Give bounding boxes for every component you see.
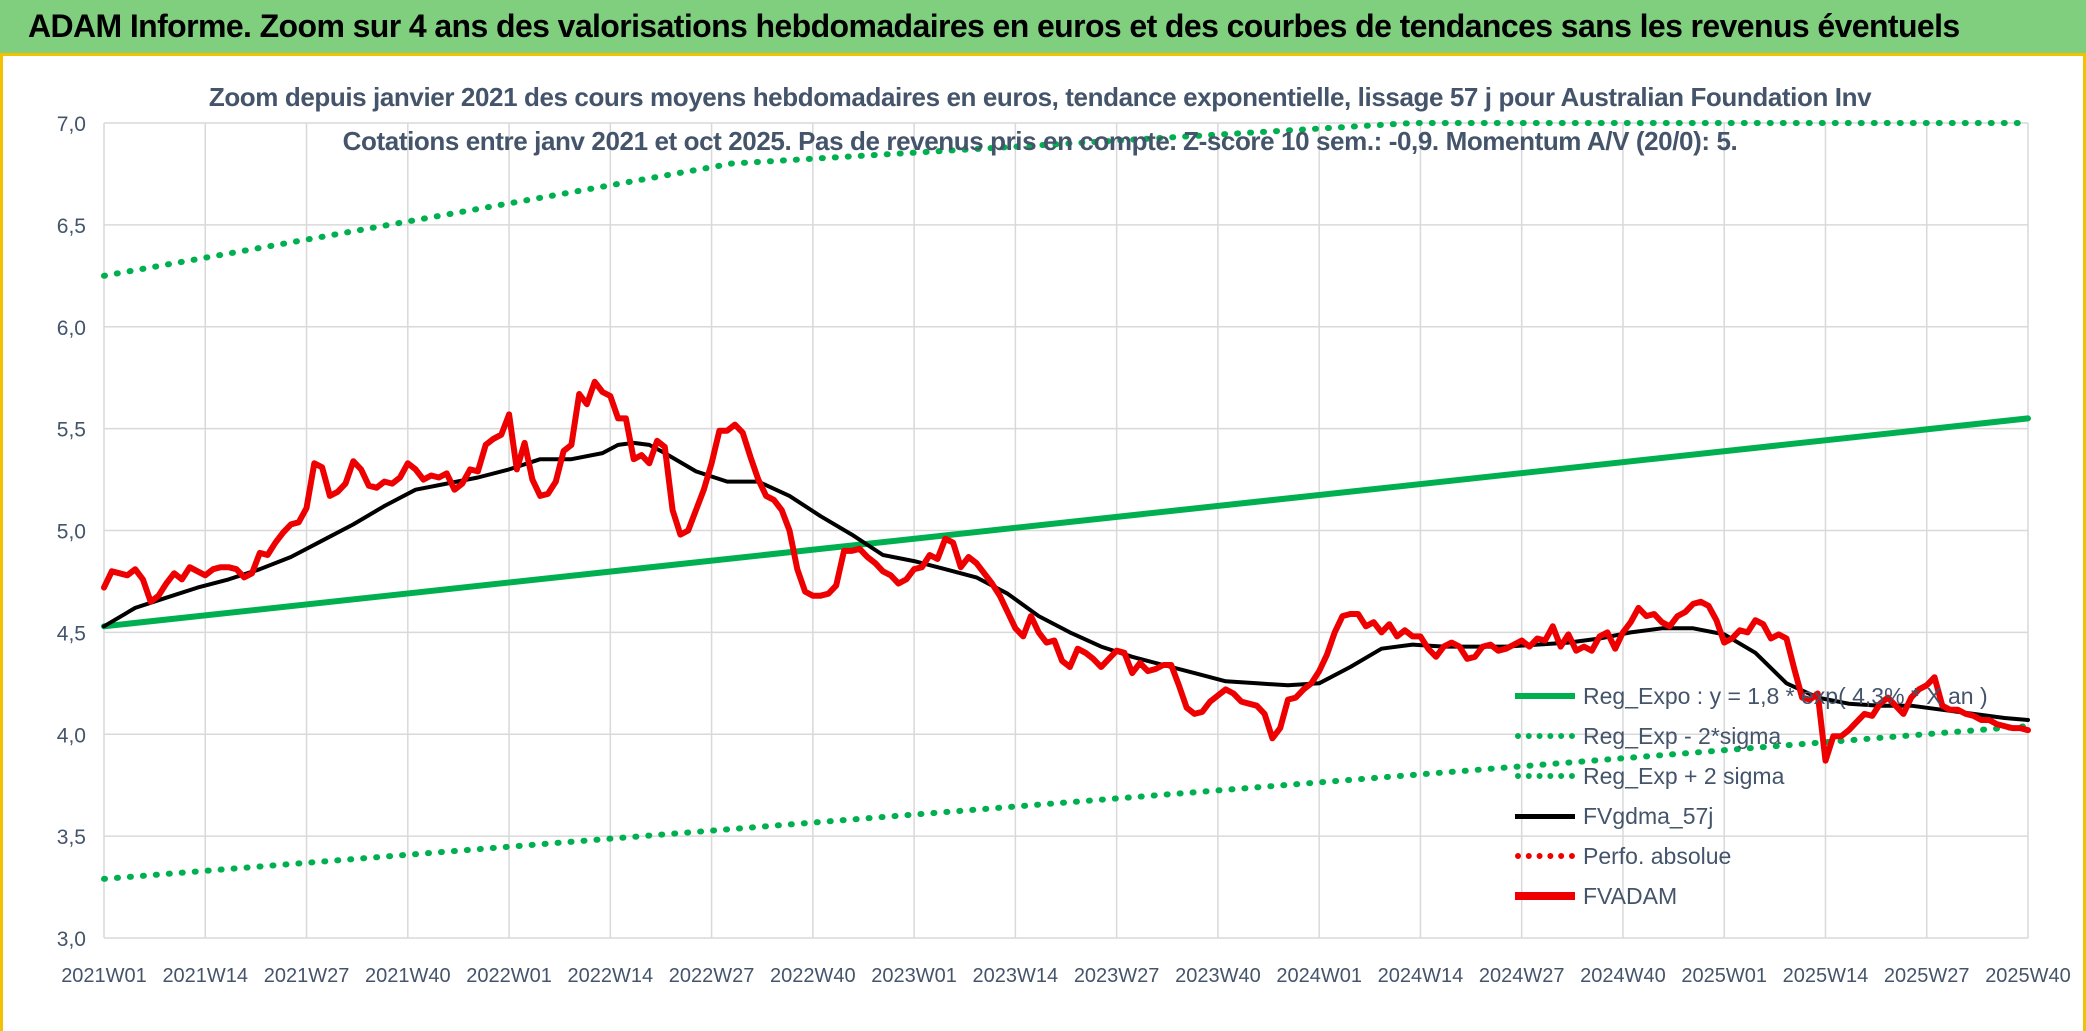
chart-legend: Reg_Expo : y = 1,8 * exp( 4,3% * X an ) R… — [1515, 676, 1988, 916]
x-tick-label: 2024W01 — [1276, 965, 1362, 987]
y-tick-label: 4,5 — [57, 622, 86, 645]
x-axis-tick-labels: 2021W01 2021W14 2021W27 2021W40 2022W01 2022W… — [61, 965, 2071, 987]
legend-swatch — [1515, 813, 1575, 819]
x-tick-label: 2023W40 — [1175, 965, 1261, 987]
legend-swatch — [1515, 693, 1575, 699]
x-tick-label: 2023W27 — [1074, 965, 1160, 987]
chart-subtitle: Cotations entre janv 2021 et oct 2025. P… — [342, 126, 1738, 156]
x-tick-label: 2022W01 — [466, 965, 552, 987]
y-tick-label: 3,5 — [57, 826, 86, 849]
y-tick-label: 4,0 — [57, 724, 86, 747]
legend-item: Reg_Expo : y = 1,8 * exp( 4,3% * X an ) — [1515, 676, 1988, 716]
legend-item: Reg_Exp + 2 sigma — [1515, 756, 1988, 796]
series-fvadam — [101, 378, 2031, 764]
y-tick-label: 5,5 — [57, 419, 86, 442]
chart-title: Zoom depuis janvier 2021 des cours moyen… — [208, 82, 1872, 112]
y-tick-label: 7,0 — [57, 113, 86, 136]
x-tick-label: 2025W14 — [1783, 965, 1869, 987]
series-reg-expo-y-1-8-exp-4-3-x-an — [101, 415, 2031, 630]
x-tick-label: 2025W27 — [1884, 965, 1970, 987]
legend-label: Perfo. absolue — [1583, 842, 1732, 869]
page-header-banner: ADAM Informe. Zoom sur 4 ans des valoris… — [0, 0, 2086, 56]
y-tick-label: 5,0 — [57, 521, 86, 544]
y-tick-label: 6,0 — [57, 317, 86, 340]
series-reg-exp-2-sigma — [101, 120, 2031, 279]
y-tick-label: 6,5 — [57, 215, 86, 238]
legend-swatch — [1515, 853, 1575, 859]
legend-label: Reg_Expo : y = 1,8 * exp( 4,3% * X an ) — [1583, 682, 1988, 709]
series-reg-exp-2-sigma — [101, 723, 2031, 882]
legend-swatch — [1515, 773, 1575, 779]
series-lines — [101, 120, 2031, 882]
x-tick-label: 2021W40 — [365, 965, 451, 987]
x-tick-label: 2022W40 — [770, 965, 856, 987]
x-tick-label: 2024W40 — [1580, 965, 1666, 987]
x-tick-label: 2021W14 — [162, 965, 248, 987]
x-tick-label: 2023W14 — [973, 965, 1059, 987]
legend-label: Reg_Exp - 2*sigma — [1583, 722, 1782, 749]
x-tick-label: 2021W27 — [264, 965, 350, 987]
series-fvgdma-57j — [102, 440, 2030, 722]
chart-frame — [0, 56, 2086, 1031]
y-tick-label: 3,0 — [57, 928, 86, 951]
x-tick-label: 2024W27 — [1479, 965, 1565, 987]
y-axis-tick-labels: 3,0 3,5 4,0 4,5 5,0 5,5 6,0 6,5 7,0 — [57, 113, 86, 951]
legend-swatch — [1515, 892, 1575, 900]
x-tick-label: 2022W14 — [568, 965, 654, 987]
x-tick-label: 2025W01 — [1681, 965, 1767, 987]
legend-label: FVgdma_57j — [1583, 802, 1714, 829]
x-tick-label: 2025W40 — [1985, 965, 2071, 987]
x-tick-label: 2021W01 — [61, 965, 147, 987]
legend-item: FVgdma_57j — [1515, 796, 1988, 836]
legend-label: FVADAM — [1583, 882, 1678, 909]
legend-item: Perfo. absolue — [1515, 836, 1988, 876]
legend-label: Reg_Exp + 2 sigma — [1583, 762, 1785, 789]
legend-swatch — [1515, 733, 1575, 739]
x-tick-label: 2023W01 — [871, 965, 957, 987]
grid-lines — [103, 122, 2029, 939]
legend-item: FVADAM — [1515, 876, 1988, 916]
x-tick-label: 2022W27 — [669, 965, 755, 987]
x-tick-label: 2024W14 — [1378, 965, 1464, 987]
page-title: ADAM Informe. Zoom sur 4 ans des valoris… — [28, 8, 1960, 44]
legend-item: Reg_Exp - 2*sigma — [1515, 716, 1988, 756]
